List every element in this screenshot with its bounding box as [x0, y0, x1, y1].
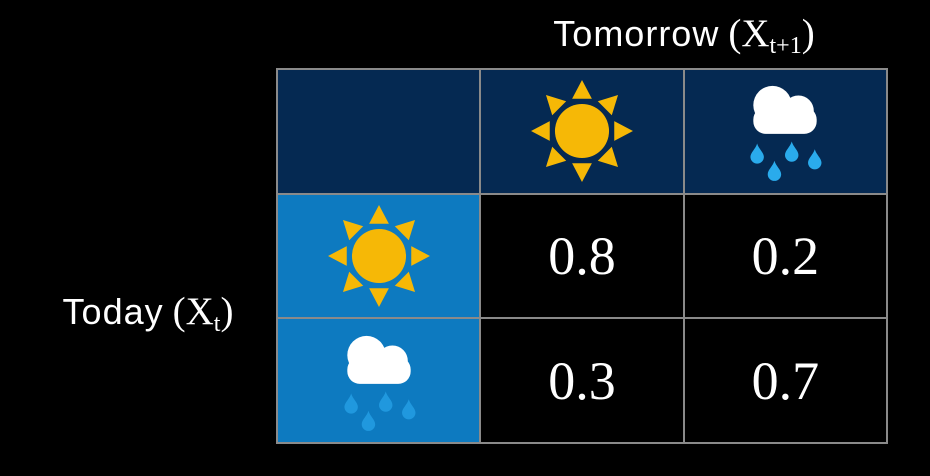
cell-sunny-to-rainy: 0.2 — [684, 194, 886, 318]
rain-cloud-icon — [737, 78, 833, 184]
cell-rainy-to-sunny: 0.3 — [481, 319, 683, 442]
math-subscript: t+1 — [769, 33, 802, 59]
math-open: (X — [172, 290, 214, 333]
column-axis-word: Tomorrow — [553, 13, 720, 54]
column-header-rainy — [684, 70, 886, 193]
transition-matrix-table: 0.8 0.2 0.3 0.7 — [276, 68, 888, 444]
cell-rainy-to-rainy: 0.7 — [684, 319, 886, 442]
row-axis-word: Today — [62, 291, 164, 332]
corner-cell — [278, 70, 480, 193]
math-close: ) — [220, 290, 234, 333]
row-header-sunny — [278, 194, 480, 318]
row-axis-title: Today (Xt) — [0, 290, 296, 342]
math-close: ) — [801, 12, 815, 55]
column-axis-title: Tomorrow (Xt+1) — [480, 12, 888, 64]
cell-sunny-to-sunny: 0.8 — [481, 194, 683, 318]
rain-cloud-icon — [331, 328, 427, 434]
column-header-sunny — [481, 70, 683, 193]
row-header-rainy — [278, 319, 480, 442]
sun-icon — [327, 204, 431, 308]
math-open: (X — [728, 12, 770, 55]
sun-icon — [530, 79, 634, 183]
row-axis-math: (Xt) — [172, 290, 234, 337]
column-axis-math: (Xt+1) — [728, 12, 815, 59]
math-subscript: t — [213, 311, 221, 337]
